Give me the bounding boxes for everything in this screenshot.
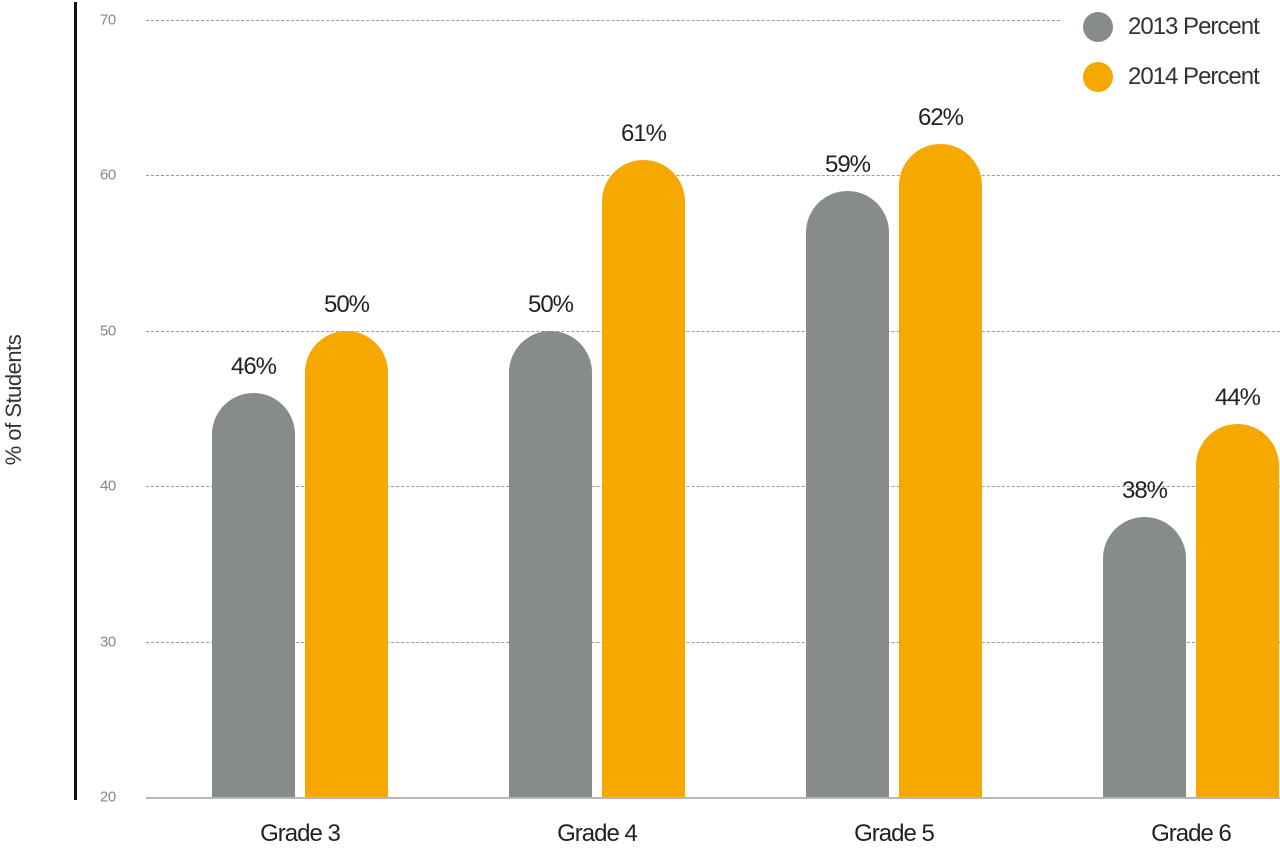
value-label: 50% [527, 290, 574, 318]
bar-2013-grade-6 [1103, 517, 1186, 797]
legend-label-2014: 2014 Percent [1128, 63, 1260, 90]
y-tick-label: 40 [100, 477, 116, 495]
gridline [146, 20, 1060, 21]
x-axis-baseline [146, 797, 1280, 799]
legend-label-2013: 2013 Percent [1128, 13, 1260, 40]
y-axis-label: % of Students [1, 334, 26, 466]
value-label: 38% [1121, 477, 1168, 505]
y-tick-label: 30 [100, 633, 116, 651]
gridline [146, 486, 1280, 488]
category-label: Grade 3 [260, 820, 341, 847]
y-axis-line [74, 2, 77, 800]
legend-item-2014: 2014 Percent [1083, 62, 1260, 92]
y-tick-label: 20 [100, 788, 116, 806]
value-label: 59% [824, 150, 871, 178]
bar-2013-grade-5 [806, 190, 889, 797]
value-label: 46% [230, 352, 277, 380]
value-label: 62% [917, 104, 964, 132]
y-tick-label: 50 [100, 322, 116, 340]
category-label: Grade 4 [557, 820, 638, 847]
legend-dot-2014-icon [1083, 62, 1113, 92]
gridline [146, 641, 1280, 643]
value-label: 50% [323, 290, 370, 318]
bar-2013-grade-4 [509, 330, 592, 797]
bar-2014-grade-5 [899, 144, 982, 797]
bar-2014-grade-6 [1196, 424, 1279, 797]
category-label: Grade 5 [854, 820, 935, 847]
y-tick-label: 60 [100, 166, 116, 184]
bar-2014-grade-4 [602, 159, 685, 797]
bar-2014-grade-3 [305, 330, 388, 797]
legend-dot-2013-icon [1083, 12, 1113, 42]
category-label: Grade 6 [1151, 820, 1232, 847]
y-tick-label: 70 [100, 11, 116, 29]
value-label: 44% [1214, 384, 1261, 412]
value-label: 61% [620, 119, 667, 147]
legend-item-2013: 2013 Percent [1083, 12, 1260, 42]
gridline [146, 175, 1280, 177]
gridline [146, 330, 1280, 332]
bar-2013-grade-3 [212, 392, 295, 797]
